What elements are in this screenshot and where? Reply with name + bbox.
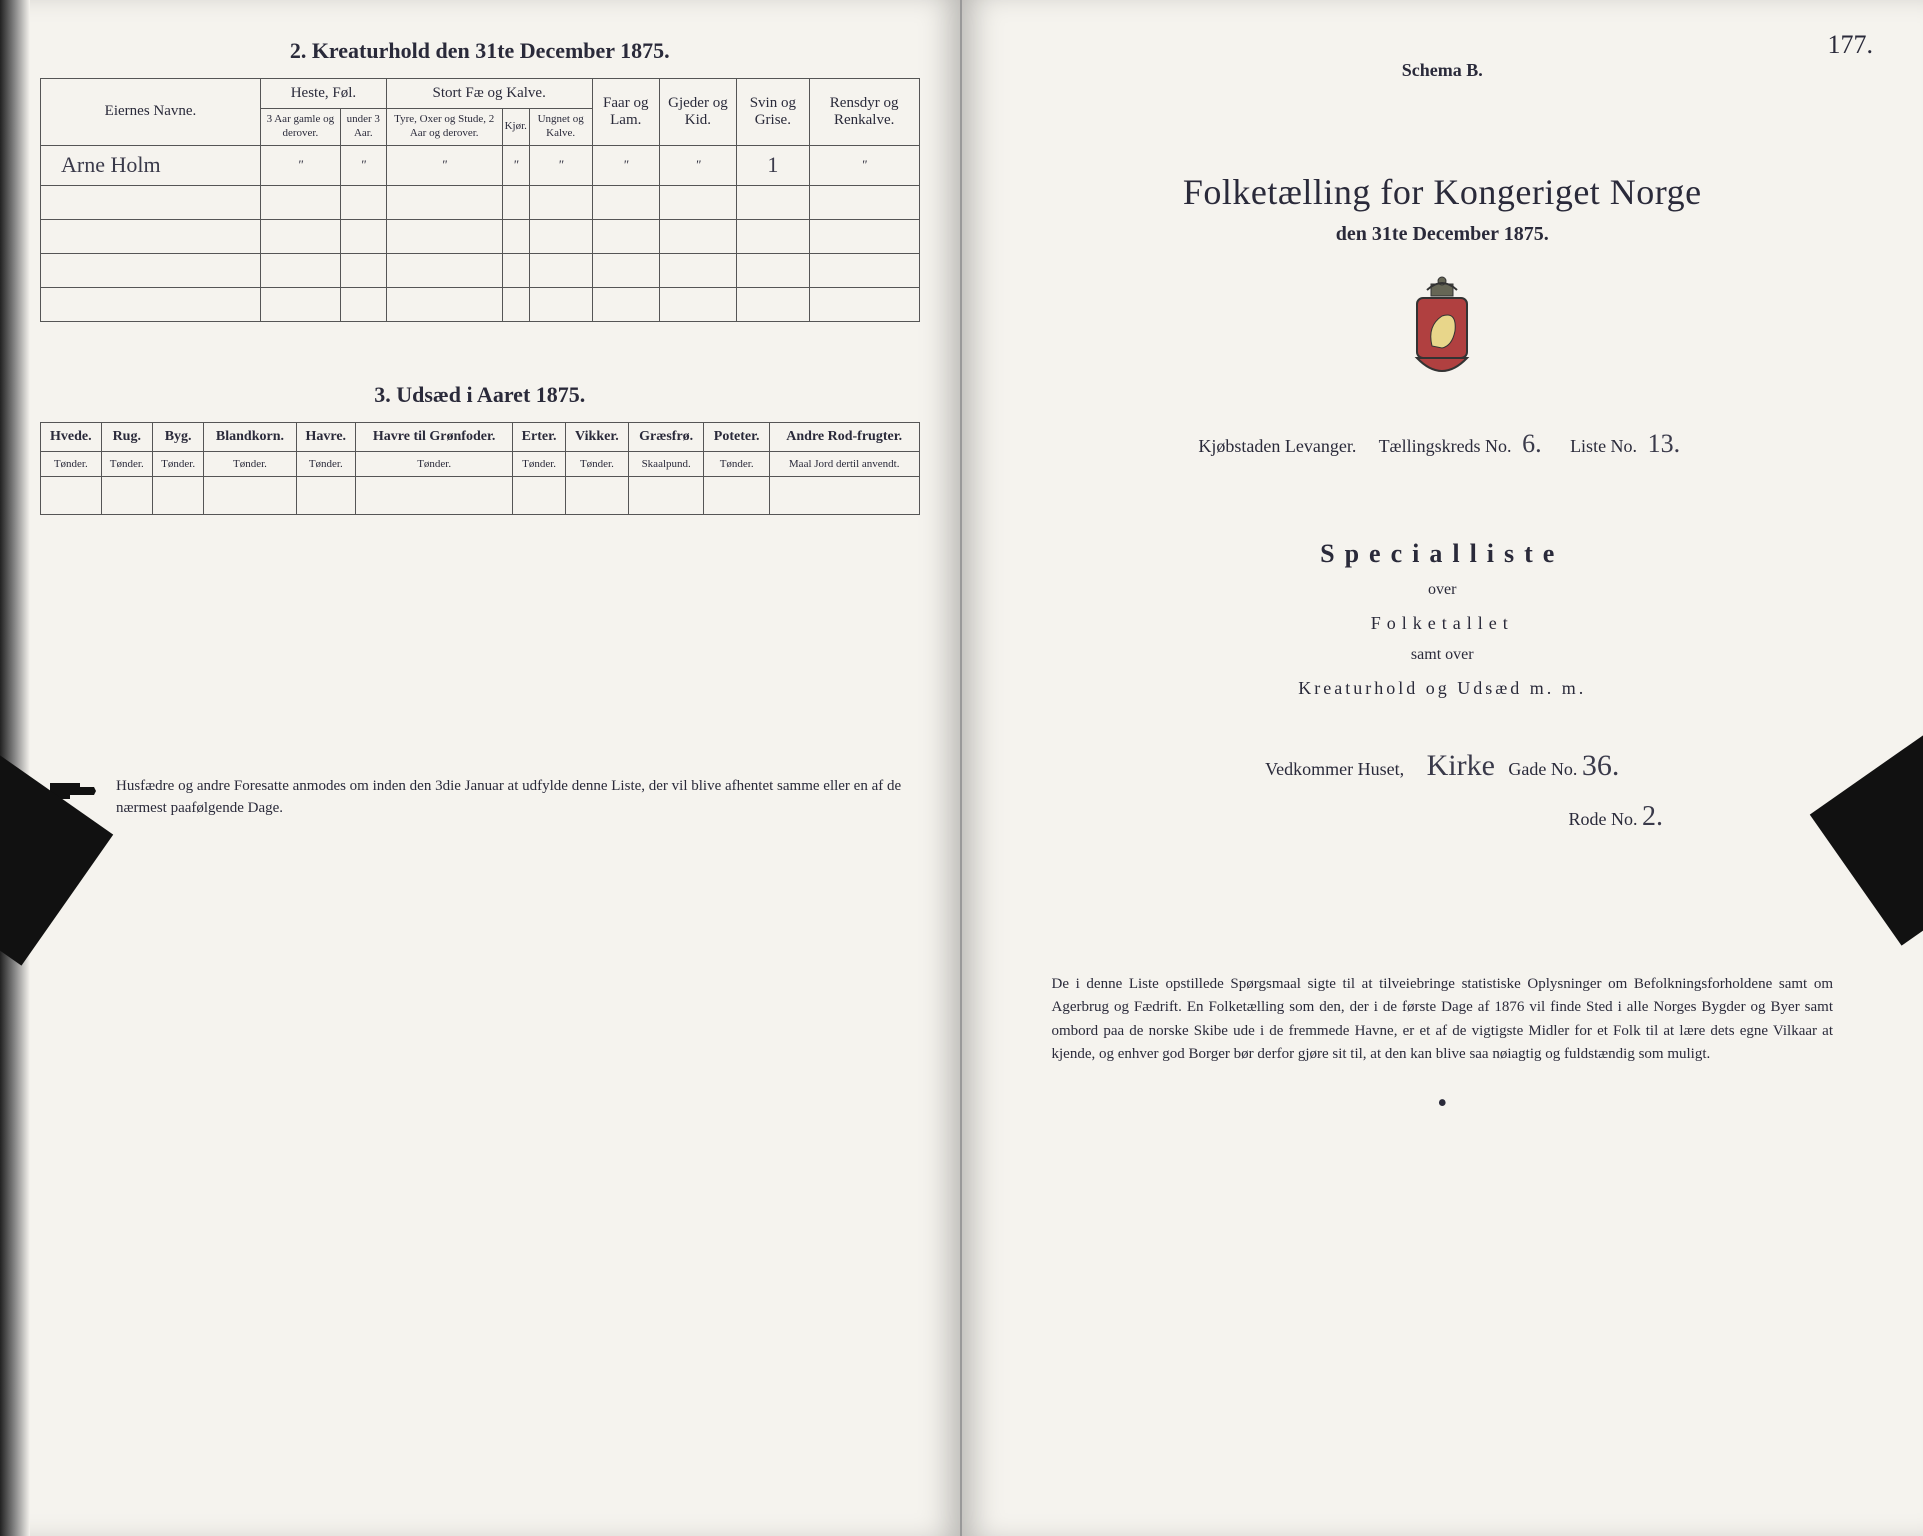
seed-col: Byg. (152, 422, 203, 451)
seed-unit: Tønder. (204, 451, 296, 476)
seed-col: Vikker. (565, 422, 628, 451)
gade-label: Gade No. (1508, 759, 1577, 779)
table-row (41, 219, 920, 253)
rode-line: Rode No. 2. (1002, 801, 1884, 833)
table-row (41, 476, 920, 514)
table-row (41, 185, 920, 219)
kreds-value: 6. (1522, 429, 1542, 458)
cell-pig-value: 1 (767, 152, 778, 177)
seed-col: Erter. (513, 422, 566, 451)
cell-ditto: " (340, 145, 386, 185)
gade-number: 36. (1582, 749, 1620, 782)
sub-cattle-3: Ungnet og Kalve. (529, 109, 592, 146)
seed-unit: Tønder. (101, 451, 152, 476)
right-page: 177. Schema B. Folketælling for Kongerig… (962, 0, 1923, 1536)
cell-ditto: " (502, 145, 529, 185)
town-label: Kjøbstaden Levanger. (1198, 436, 1356, 456)
coat-of-arms-icon (1397, 276, 1487, 386)
section-3-title: 3. Udsæd i Aaret 1875. (40, 382, 920, 408)
cell-ditto: " (386, 145, 502, 185)
specialliste-heading: Specialliste (1002, 539, 1884, 569)
sub-cattle-1: Tyre, Oxer og Stude, 2 Aar og derover. (386, 109, 502, 146)
cell-ditto: " (529, 145, 592, 185)
seed-unit: Maal Jord dertil anvendt. (769, 451, 919, 476)
seed-header-row: Hvede. Rug. Byg. Blandkorn. Havre. Havre… (41, 422, 920, 451)
cell-ditto: " (261, 145, 341, 185)
main-title: Folketælling for Kongeriget Norge (1002, 171, 1884, 213)
seed-col: Hvede. (41, 422, 102, 451)
sub-cattle-2: Kjør. (502, 109, 529, 146)
rode-number: 2. (1642, 801, 1663, 832)
cell-reindeer: " (809, 145, 919, 185)
seed-col: Havre til Grønfoder. (355, 422, 512, 451)
livestock-table: Eiernes Navne. Heste, Føl. Stort Fæ og K… (40, 78, 920, 322)
seed-col: Poteter. (704, 422, 770, 451)
col-reindeer: Rensdyr og Renkalve. (809, 79, 919, 146)
seed-table: Hvede. Rug. Byg. Blandkorn. Havre. Havre… (40, 422, 920, 515)
seed-unit-row: Tønder. Tønder. Tønder. Tønder. Tønder. … (41, 451, 920, 476)
liste-value: 13. (1648, 429, 1681, 458)
col-horses: Heste, Føl. (261, 79, 387, 109)
folketallet-label: Folketallet (1002, 613, 1884, 634)
instruction-paragraph: De i denne Liste opstillede Spørgsmaal s… (1052, 973, 1834, 1066)
col-goat: Gjeder og Kid. (660, 79, 737, 146)
rode-label: Rode No. (1569, 809, 1638, 829)
section-2-title: 2. Kreaturhold den 31te December 1875. (40, 38, 920, 64)
house-line: Vedkommer Huset, Kirke Gade No. 36. (1002, 749, 1884, 783)
kreatur-label: Kreaturhold og Udsæd m. m. (1002, 678, 1884, 699)
book-spread: 2. Kreaturhold den 31te December 1875. E… (0, 0, 1923, 1536)
kreds-label: Tællingskreds No. (1379, 436, 1512, 456)
liste-label: Liste No. (1570, 436, 1637, 456)
seed-col: Havre. (296, 422, 355, 451)
subtitle: den 31te December 1875. (1002, 223, 1884, 246)
sub-horse-1: 3 Aar gamle og derover. (261, 109, 341, 146)
samt-label: samt over (1002, 646, 1884, 664)
seed-unit: Skaalpund. (628, 451, 703, 476)
table-row: Arne Holm " " " " " " " 1 " (41, 145, 920, 185)
over-label: over (1002, 581, 1884, 599)
seed-unit: Tønder. (355, 451, 512, 476)
footnote-text: Husfædre og andre Foresatte anmodes om i… (116, 775, 910, 820)
page-number: 177. (1828, 30, 1874, 60)
seed-col: Blandkorn. (204, 422, 296, 451)
col-owner: Eiernes Navne. (41, 79, 261, 146)
seed-unit: Tønder. (704, 451, 770, 476)
meta-line: Kjøbstaden Levanger. Tællingskreds No. 6… (1002, 429, 1884, 459)
owner-name: Arne Holm (61, 152, 161, 177)
house-label: Vedkommer Huset, (1265, 759, 1404, 779)
col-sheep: Faar og Lam. (592, 79, 660, 146)
sub-horse-2: under 3 Aar. (340, 109, 386, 146)
gade-name: Kirke (1427, 749, 1495, 782)
seed-col: Rug. (101, 422, 152, 451)
col-pig: Svin og Grise. (736, 79, 809, 146)
footnote: Husfædre og andre Foresatte anmodes om i… (40, 775, 920, 820)
seed-unit: Tønder. (41, 451, 102, 476)
left-page: 2. Kreaturhold den 31te December 1875. E… (0, 0, 962, 1536)
seed-unit: Tønder. (152, 451, 203, 476)
cell-ditto: " (592, 145, 660, 185)
table-row (41, 287, 920, 321)
schema-label: Schema B. (1002, 60, 1884, 81)
seed-unit: Tønder. (565, 451, 628, 476)
seed-col: Græsfrø. (628, 422, 703, 451)
seed-unit: Tønder. (296, 451, 355, 476)
bullet-ornament-icon: • (1002, 1088, 1884, 1120)
table-row (41, 253, 920, 287)
table-header-row: Eiernes Navne. Heste, Føl. Stort Fæ og K… (41, 79, 920, 109)
cell-ditto: " (660, 145, 737, 185)
seed-unit: Tønder. (513, 451, 566, 476)
seed-col: Andre Rod-frugter. (769, 422, 919, 451)
col-cattle: Stort Fæ og Kalve. (386, 79, 592, 109)
